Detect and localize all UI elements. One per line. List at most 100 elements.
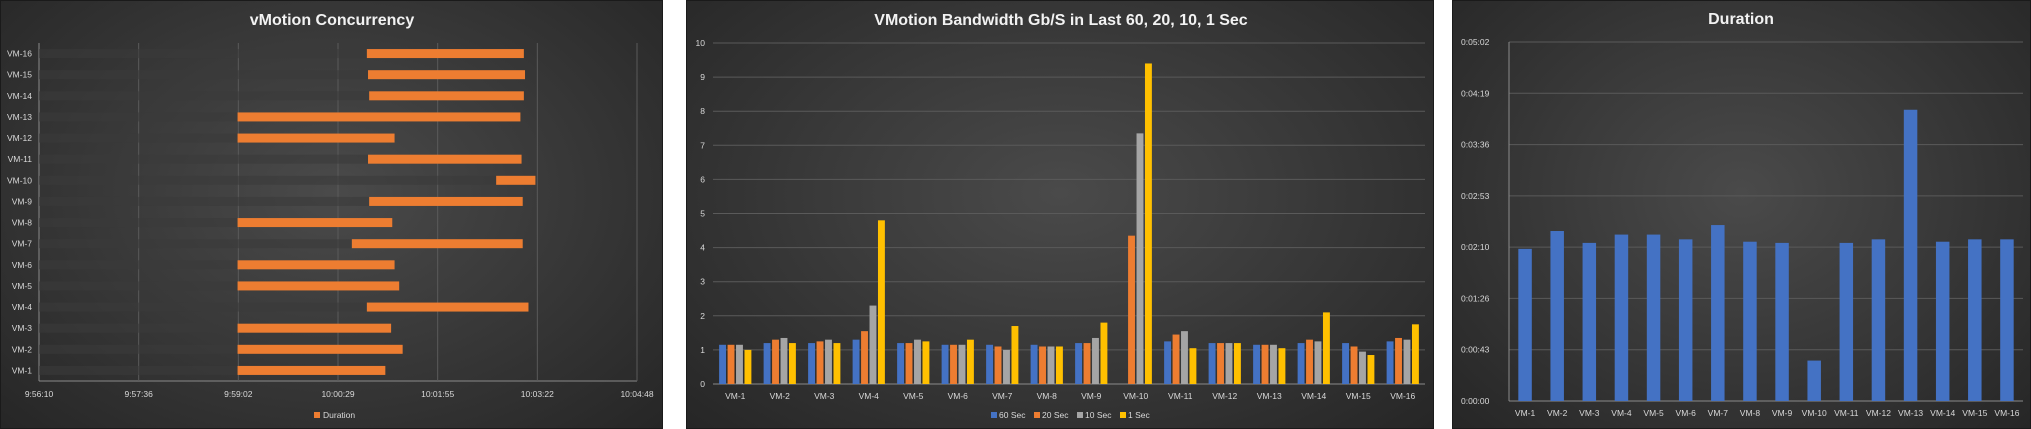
y-tick-label: 9 [700, 72, 705, 82]
x-tick-label: VM-1 [725, 391, 746, 401]
x-tick-label: VM-5 [903, 391, 924, 401]
bandwidth-bar [1011, 326, 1019, 384]
legend-label: 1 Sec [1128, 410, 1150, 420]
x-tick-label: VM-7 [1708, 408, 1729, 418]
bandwidth-bar [833, 343, 841, 384]
concurrency-chart: vMotion Concurrency 9:56:10 9:57:36 9:59:02… [7, 12, 654, 420]
bandwidth-bar [1367, 355, 1375, 384]
bandwidth-bar [1270, 344, 1277, 384]
start-offset-bar [39, 239, 352, 249]
y-tick-label: 8 [700, 106, 705, 116]
duration-chart: Duration 0:00:00 0:00:43 0:01:26 0:02:10 0:02… [1461, 11, 2023, 418]
bandwidth-bar [1411, 324, 1419, 384]
bandwidth-bar [1047, 346, 1055, 384]
x-tick-label: VM-15 [1962, 408, 1987, 418]
x-tick-label: VM-13 [1257, 391, 1282, 401]
y-tick-label: VM-3 [12, 323, 33, 333]
bandwidth-bar [914, 339, 921, 384]
bandwidth-bar [1217, 343, 1224, 384]
bandwidth-bar [1306, 339, 1313, 384]
chart-title: vMotion Concurrency [250, 12, 415, 29]
y-tick-label: VM-16 [7, 49, 32, 59]
duration-column [1871, 239, 1886, 401]
bandwidth-bar [1055, 346, 1063, 384]
bandwidth-bar [744, 349, 752, 384]
x-tick-label: VM-4 [859, 391, 880, 401]
bandwidth-bar [1342, 343, 1350, 384]
bandwidth-bar [958, 344, 966, 384]
y-tick-label: VM-12 [7, 133, 32, 143]
start-offset-bar [39, 365, 238, 375]
duration-bar [368, 70, 526, 80]
bandwidth-bar [1164, 341, 1172, 384]
start-offset-bar [39, 133, 238, 143]
duration-bar [366, 49, 524, 59]
start-offset-bar [39, 112, 238, 122]
duration-bar [237, 281, 400, 291]
start-offset-bar [39, 70, 369, 80]
bandwidth-bar [1322, 312, 1330, 384]
duration-bar [237, 323, 392, 333]
y-tick-label: VM-13 [7, 112, 32, 122]
y-tick-label: VM-14 [7, 91, 32, 101]
bandwidth-bar [816, 341, 824, 384]
bandwidth-bar [1181, 331, 1188, 384]
x-tick-label: VM-8 [1740, 408, 1761, 418]
legend-swatch [1120, 412, 1126, 418]
bandwidth-bar [897, 343, 905, 384]
y-tick-label: VM-6 [12, 260, 33, 270]
bandwidth-bar [1233, 343, 1241, 384]
start-offset-bar [39, 323, 238, 333]
x-tick-label: 10:04:48 [620, 389, 653, 399]
bandwidth-bar [808, 343, 816, 384]
y-tick-label: 0:03:36 [1461, 140, 1490, 150]
bandwidth-bar [950, 344, 957, 384]
bandwidth-bar [727, 344, 735, 384]
bandwidth-bar [869, 305, 877, 384]
duration-bar [368, 154, 522, 164]
y-tick-label: 0:02:53 [1461, 191, 1490, 201]
y-tick-label: VM-5 [12, 281, 33, 291]
y-tick-label: 6 [700, 174, 705, 184]
y-tick-label: VM-8 [12, 218, 33, 228]
legend-label: 10 Sec [1085, 410, 1112, 420]
legend-swatch [991, 412, 997, 418]
y-tick-label: 0:02:10 [1461, 242, 1490, 252]
y-tick-label: 2 [700, 311, 705, 321]
bandwidth-bar [861, 331, 868, 384]
bandwidth-bar [922, 341, 930, 384]
y-tick-label: VM-15 [7, 70, 32, 80]
duration-column [1550, 231, 1564, 401]
concurrency-chart-panel: vMotion Concurrency 9:56:10 9:57:36 9:59:02… [0, 0, 663, 429]
duration-bar [237, 260, 395, 270]
y-tick-label: 4 [700, 243, 705, 253]
bandwidth-bar [1225, 343, 1233, 384]
bandwidth-bar [1003, 349, 1010, 384]
legend-label: 60 Sec [999, 410, 1026, 420]
x-tick-label: VM-6 [1676, 408, 1697, 418]
duration-column [1935, 241, 1950, 401]
x-tick-label: 10:01:55 [421, 389, 454, 399]
x-tick-label: VM-1 [1515, 408, 1536, 418]
bandwidth-bar [1350, 346, 1358, 384]
bandwidth-bar [736, 344, 743, 384]
x-tick-label: VM-3 [814, 391, 835, 401]
legend-swatch [314, 412, 320, 418]
y-tick-label: VM-11 [8, 154, 33, 164]
bandwidth-bar [994, 346, 1002, 384]
y-tick-label: 1 [700, 345, 705, 355]
y-tick-label: VM-9 [12, 196, 33, 206]
bandwidth-bar [941, 344, 949, 384]
y-tick-label: 0:04:19 [1461, 88, 1490, 98]
x-tick-label: VM-9 [1081, 391, 1102, 401]
duration-column [1807, 360, 1821, 401]
x-tick-label: VM-15 [1346, 391, 1371, 401]
start-offset-bar [39, 344, 238, 354]
duration-column [1582, 242, 1597, 401]
legend-swatch [1077, 412, 1083, 418]
x-tick-label: VM-10 [1802, 408, 1827, 418]
x-tick-label: 10:03:22 [521, 389, 554, 399]
x-tick-label: VM-16 [1994, 408, 2019, 418]
x-tick-label: VM-9 [1772, 408, 1793, 418]
x-tick-label: VM-12 [1212, 391, 1237, 401]
